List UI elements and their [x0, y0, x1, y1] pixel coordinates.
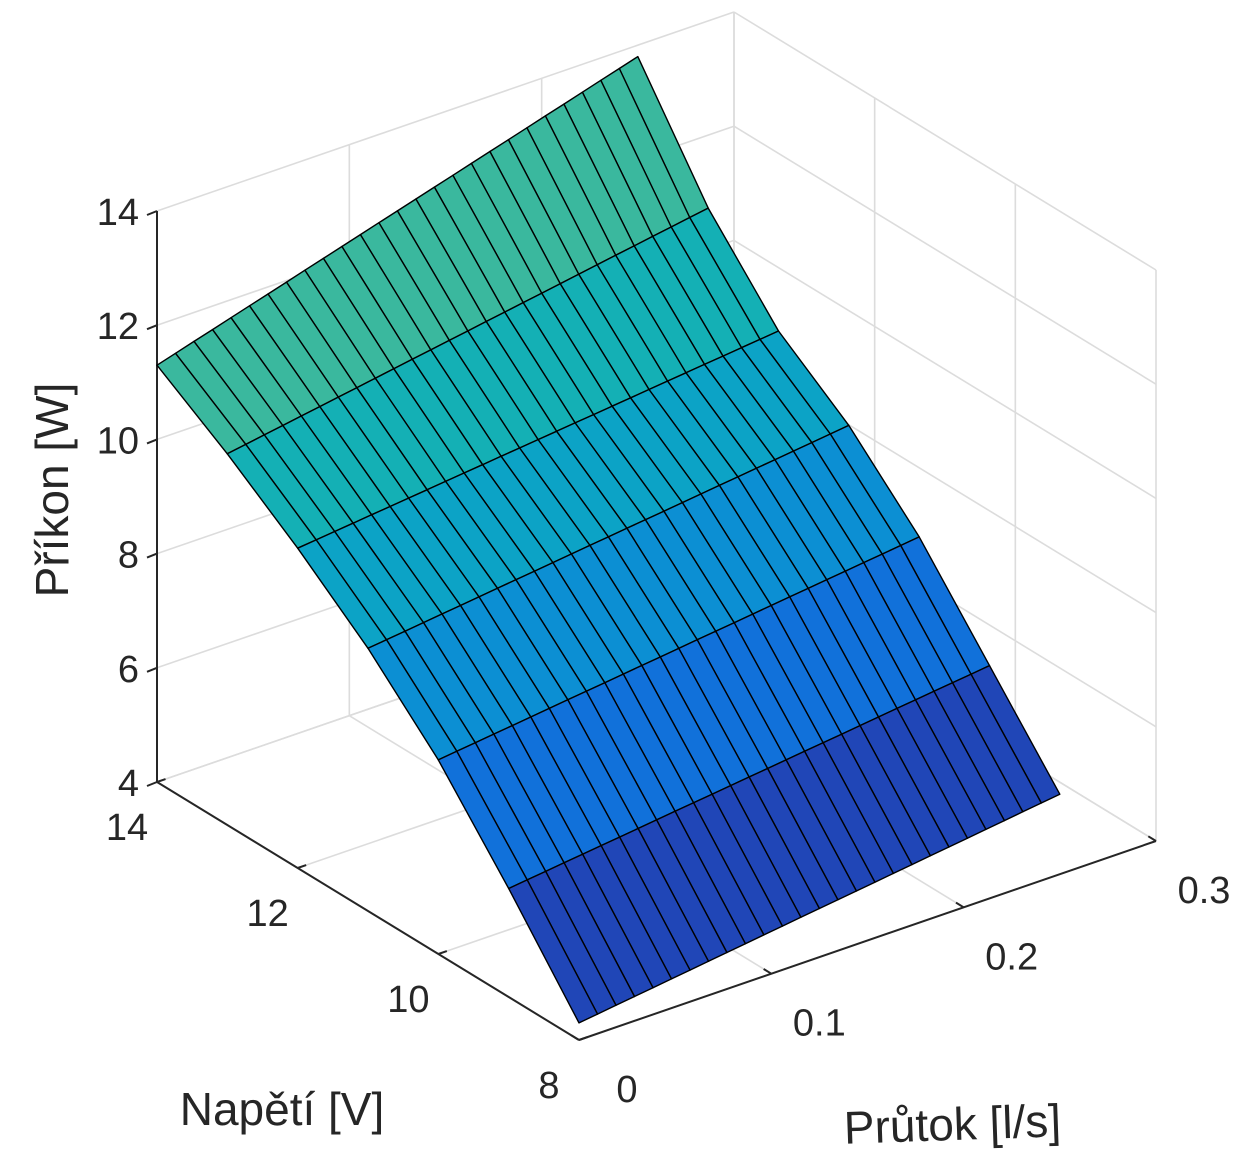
surface-cell [508, 879, 599, 1024]
grid-line [156, 11, 735, 212]
z-tick-label: 4 [118, 763, 139, 805]
x-tick-label: 0.3 [1178, 870, 1231, 912]
y-axis-line [156, 781, 580, 1041]
y-tick-label: 14 [106, 807, 148, 849]
grid-line [733, 239, 1157, 500]
surface [156, 55, 1061, 1024]
z-tick-label: 14 [97, 192, 139, 234]
x-tick-label: 0.1 [793, 1003, 846, 1045]
y-tick [438, 950, 448, 955]
x-axis-line [578, 840, 1157, 1041]
y-tick [578, 1036, 588, 1041]
z-tick [146, 781, 158, 787]
y-tick-label: 12 [247, 893, 289, 935]
y-tick [297, 864, 307, 869]
axis-lines [156, 211, 1157, 1041]
x-tick [763, 968, 772, 975]
z-tick [146, 324, 158, 331]
y-tick-label: 10 [387, 979, 429, 1021]
y-axis-label: Napětí [V] [180, 1083, 385, 1135]
x-tick [1147, 835, 1157, 842]
z-tick [146, 210, 158, 216]
x-tick [570, 1034, 580, 1041]
x-tick-label: 0 [616, 1069, 637, 1111]
y-tick [156, 778, 166, 783]
z-tick-label: 10 [97, 420, 139, 462]
z-tick [146, 666, 158, 673]
z-tick-label: 12 [97, 306, 139, 348]
z-axis-label: Příkon [W] [26, 383, 78, 598]
y-tick-label: 8 [538, 1065, 559, 1107]
x-tick [955, 901, 965, 909]
z-tick-label: 8 [118, 535, 139, 577]
z-tick-label: 6 [118, 649, 139, 691]
grid-line [733, 11, 1157, 271]
grid-line [733, 125, 1157, 385]
z-tick [146, 552, 158, 559]
z-tick [146, 438, 158, 445]
x-axis-label: Průtok [l/s] [843, 1094, 1062, 1152]
x-tick-label: 0.2 [985, 936, 1038, 978]
